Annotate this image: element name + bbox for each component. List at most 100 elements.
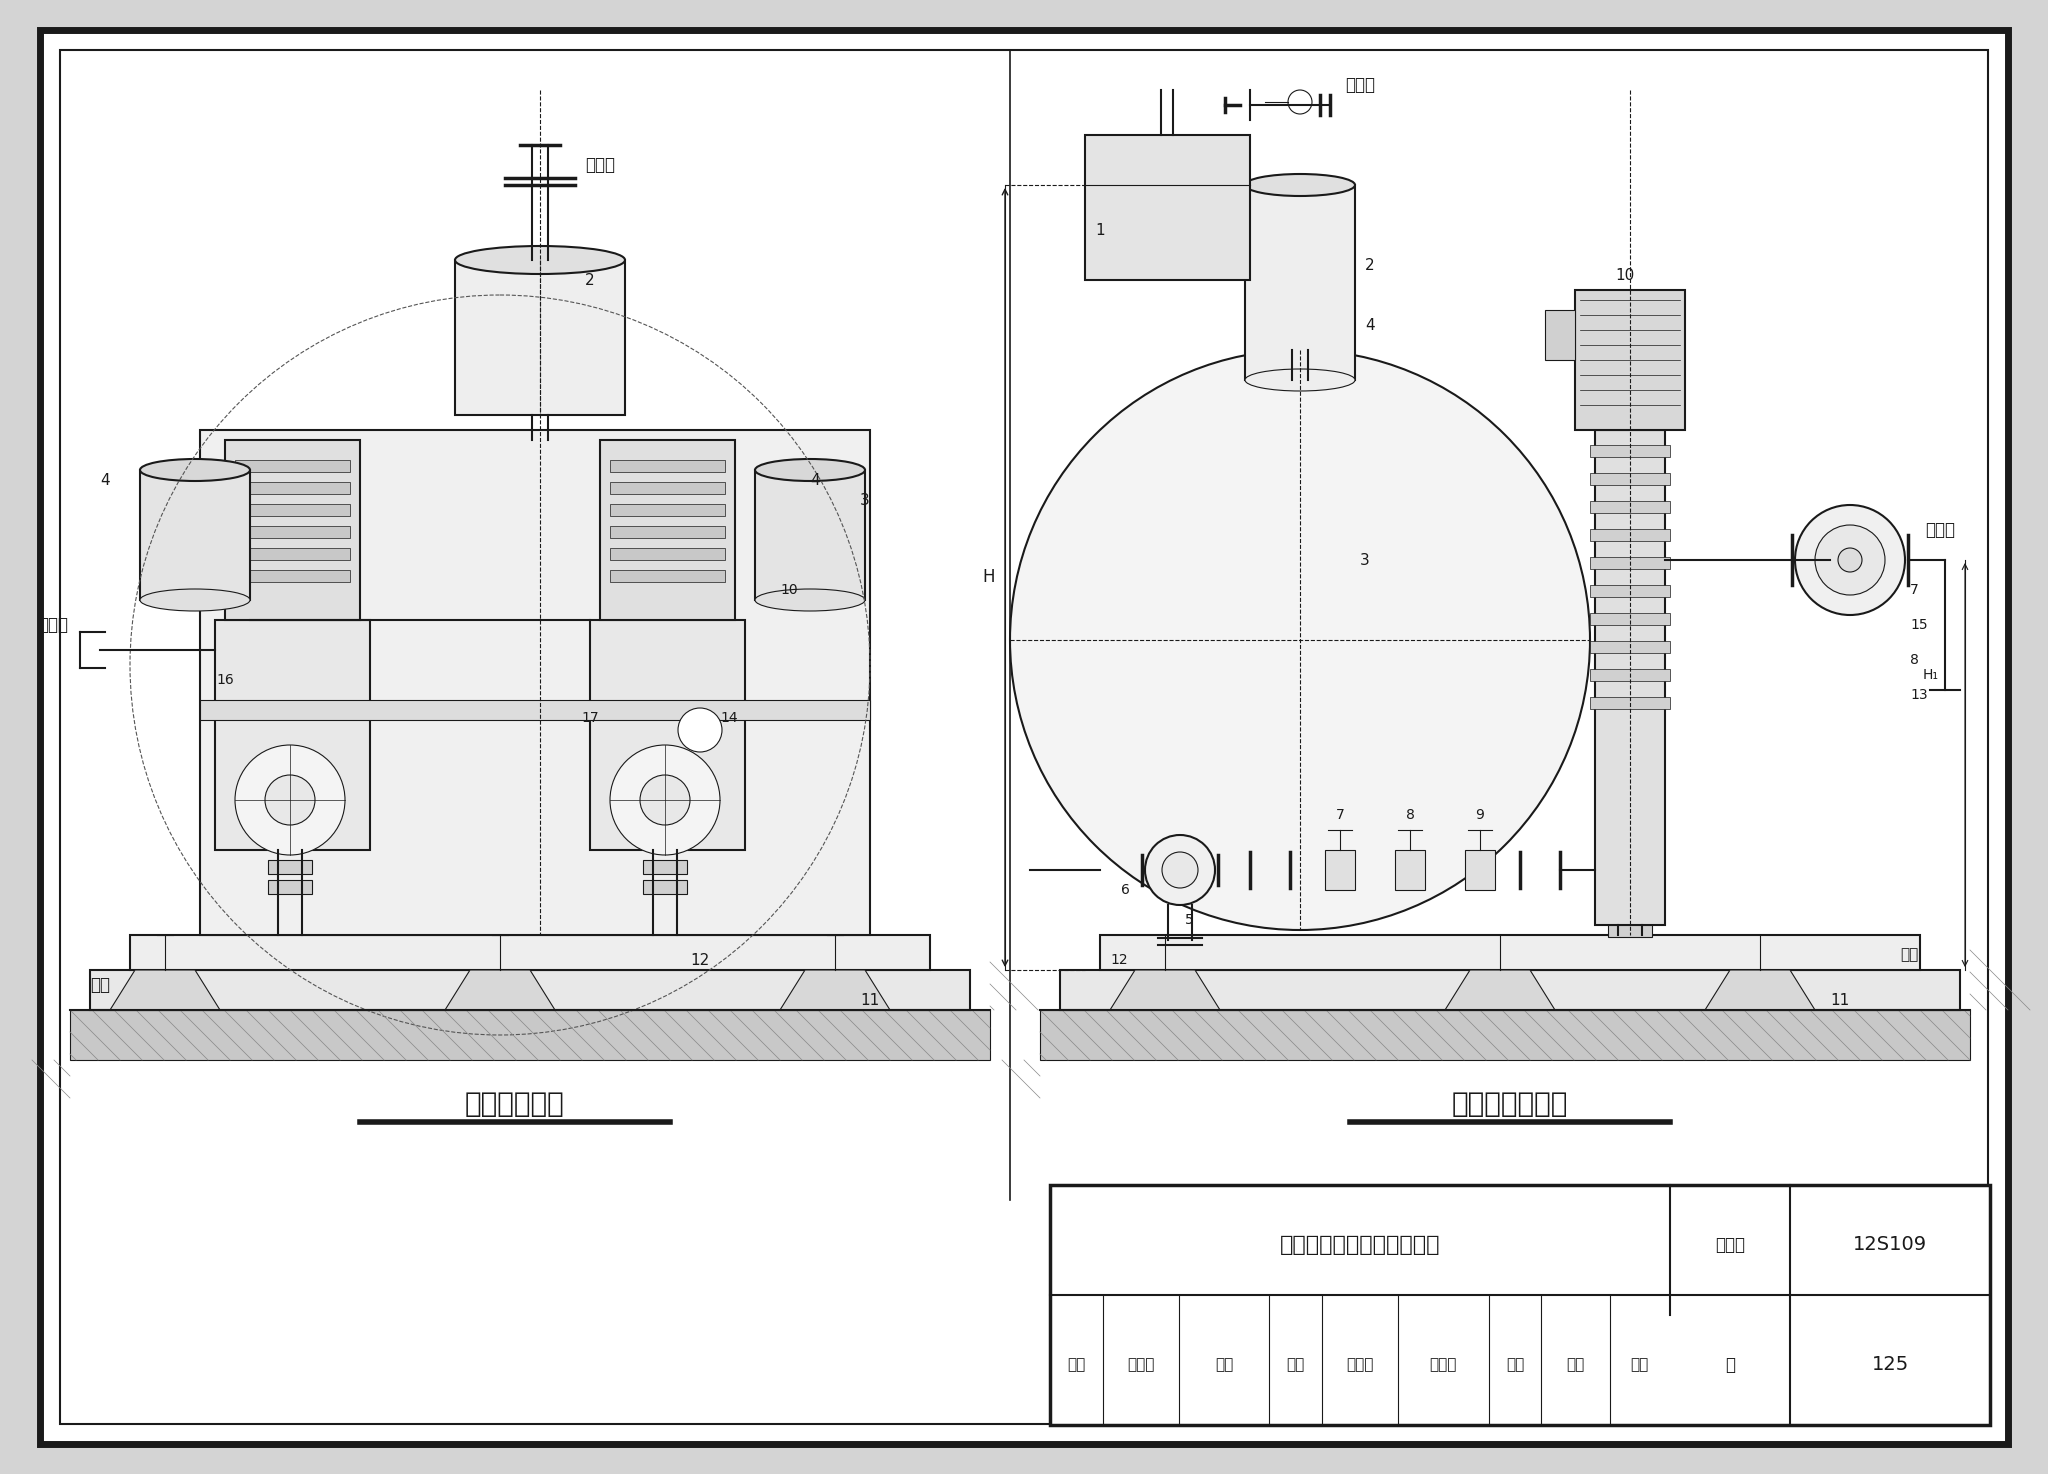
Text: 工号: 工号 [1630, 1358, 1649, 1372]
Text: 7: 7 [1911, 584, 1919, 597]
Text: 1: 1 [1096, 223, 1104, 237]
Circle shape [1815, 525, 1884, 595]
Bar [1464, 850, 1495, 890]
Circle shape [1794, 506, 1905, 615]
Text: 设计: 设计 [1505, 1358, 1524, 1372]
Bar [236, 526, 350, 538]
Bar [268, 859, 311, 874]
Text: 垫片: 垫片 [90, 976, 111, 993]
Ellipse shape [139, 458, 250, 481]
Bar [610, 526, 725, 538]
Text: 进水口: 进水口 [586, 156, 614, 174]
Text: 4: 4 [811, 473, 819, 488]
Bar [643, 880, 686, 895]
Bar [90, 970, 971, 1010]
Bar [268, 880, 311, 895]
Text: 3: 3 [1360, 553, 1370, 567]
Bar [1589, 473, 1669, 485]
Text: 高位调蓄式供水设备立面图: 高位调蓄式供水设备立面图 [1280, 1235, 1440, 1254]
Bar [1589, 529, 1669, 541]
Text: 125: 125 [1872, 1356, 1909, 1374]
Bar [1085, 136, 1249, 280]
Bar [455, 259, 625, 416]
Text: 11: 11 [860, 992, 879, 1008]
Text: 9: 9 [1475, 808, 1485, 822]
Bar [600, 441, 735, 621]
Bar [1608, 926, 1653, 937]
Bar [129, 935, 930, 970]
Bar [236, 548, 350, 560]
Ellipse shape [1245, 368, 1356, 391]
Bar [1575, 290, 1686, 430]
Text: 2: 2 [586, 273, 594, 287]
Text: 4: 4 [100, 473, 111, 488]
Bar [1544, 310, 1575, 360]
Ellipse shape [455, 246, 625, 274]
Text: 5: 5 [1186, 912, 1194, 927]
Text: 12S109: 12S109 [1853, 1235, 1927, 1254]
Text: 设备左侧立面图: 设备左侧立面图 [1452, 1089, 1569, 1117]
Bar [1589, 445, 1669, 457]
Text: 3: 3 [860, 492, 870, 507]
Circle shape [1145, 834, 1214, 905]
Bar [590, 621, 745, 850]
Bar [236, 482, 350, 494]
Bar [610, 460, 725, 472]
Polygon shape [1110, 970, 1221, 1010]
Bar [201, 430, 870, 935]
Text: 出水口: 出水口 [1925, 520, 1956, 539]
Circle shape [236, 744, 344, 855]
Bar [643, 859, 686, 874]
Bar [1589, 613, 1669, 625]
Text: 4: 4 [1366, 317, 1374, 333]
Polygon shape [1446, 970, 1554, 1010]
Bar [215, 621, 371, 850]
Text: 17: 17 [582, 710, 598, 725]
Polygon shape [444, 970, 555, 1010]
Text: 图集号: 图集号 [1714, 1237, 1745, 1254]
Text: 杜文欣: 杜文欣 [1346, 1358, 1374, 1372]
Bar [1395, 850, 1425, 890]
Text: 设备正立面图: 设备正立面图 [465, 1089, 565, 1117]
Circle shape [1288, 90, 1313, 113]
Circle shape [1010, 349, 1589, 930]
Text: 杜文欣: 杜文欣 [1430, 1358, 1456, 1372]
Circle shape [639, 775, 690, 825]
Bar [1040, 1010, 1970, 1060]
Text: 10: 10 [780, 584, 797, 597]
Circle shape [1161, 852, 1198, 887]
Bar [201, 700, 870, 719]
Bar [1245, 186, 1356, 380]
Circle shape [610, 744, 721, 855]
Ellipse shape [139, 590, 250, 612]
Ellipse shape [756, 590, 864, 612]
Circle shape [678, 708, 723, 752]
Polygon shape [1706, 970, 1815, 1010]
Text: 页: 页 [1724, 1356, 1735, 1374]
Polygon shape [780, 970, 891, 1010]
Text: 李海珠: 李海珠 [1126, 1358, 1155, 1372]
Text: 11: 11 [1831, 992, 1849, 1008]
Text: 进水口: 进水口 [1346, 77, 1374, 94]
Text: 出水口: 出水口 [39, 616, 68, 634]
Text: H₁: H₁ [1923, 668, 1939, 682]
Bar [225, 441, 360, 621]
Bar [610, 482, 725, 494]
Text: 8: 8 [1405, 808, 1415, 822]
Bar [610, 570, 725, 582]
Bar [1051, 1185, 1991, 1425]
Text: H: H [983, 567, 995, 587]
Text: 2: 2 [1366, 258, 1374, 273]
Bar [1589, 501, 1669, 513]
Text: 8: 8 [1911, 653, 1919, 668]
Bar [1325, 850, 1356, 890]
Bar [236, 504, 350, 516]
Bar [236, 460, 350, 472]
Text: 6: 6 [1120, 883, 1130, 898]
Bar [1100, 935, 1921, 970]
Text: 7: 7 [1335, 808, 1343, 822]
Text: 柏华: 柏华 [1214, 1358, 1233, 1372]
Bar [1589, 557, 1669, 569]
Bar [1589, 641, 1669, 653]
Text: 13: 13 [1911, 688, 1927, 702]
